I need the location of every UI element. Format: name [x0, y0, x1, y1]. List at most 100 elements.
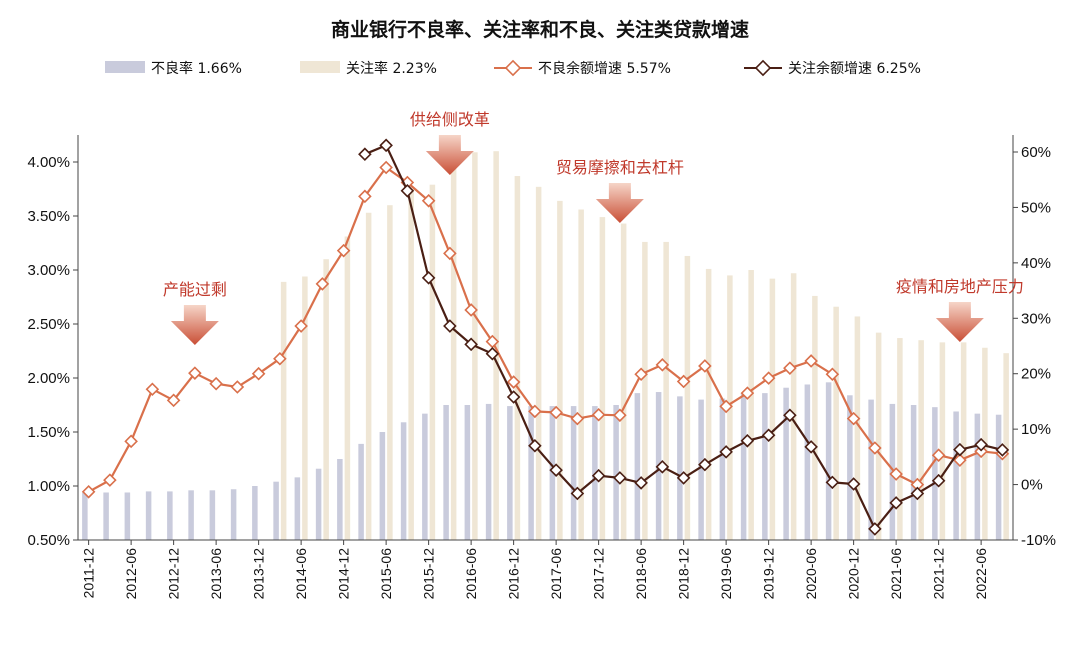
- npl-ratio-bar: [995, 414, 1002, 540]
- x-tick-label: 2017-06: [548, 548, 564, 600]
- right-tick-label: 20%: [1021, 366, 1051, 383]
- x-tick-label: 2019-06: [718, 548, 734, 600]
- sm-ratio-bar: [812, 295, 818, 540]
- sm-growth-point: [655, 460, 670, 474]
- sm-growth-point: [995, 443, 1010, 457]
- npl-growth-point: [124, 434, 138, 449]
- npl-ratio-bar: [762, 393, 768, 540]
- npl-ratio-bar: [698, 399, 704, 540]
- npl-ratio-bar: [230, 489, 237, 540]
- x-tick-label: 2012-06: [123, 548, 139, 600]
- sm-ratio-bar: [897, 338, 903, 540]
- legend-label-4: 关注余额增速 6.25%: [788, 60, 921, 77]
- sm-ratio-bar: [790, 273, 797, 540]
- x-tick-label: 2016-12: [506, 548, 522, 600]
- sm-growth-point: [443, 319, 457, 333]
- npl-ratio-bar: [209, 490, 216, 540]
- npl-growth-point: [761, 371, 776, 385]
- sm-growth-point: [591, 468, 606, 483]
- npl-growth-point: [825, 367, 840, 382]
- npl-growth-point: [230, 380, 245, 394]
- npl-growth-point: [591, 407, 606, 422]
- x-tick-label: 2022-06: [973, 548, 989, 600]
- npl-growth-point: [273, 351, 287, 366]
- legend-marker-4: [754, 59, 772, 77]
- sm-ratio-bar: [769, 278, 776, 540]
- left-tick-label: 2.50%: [27, 316, 70, 333]
- npl-ratio-bar: [783, 387, 789, 540]
- npl-ratio-bar: [634, 393, 641, 540]
- npl-ratio-bar: [124, 492, 131, 540]
- annotation-arrow-2: [425, 135, 474, 175]
- npl-growth-point: [251, 366, 266, 381]
- npl-growth-point: [719, 399, 733, 414]
- left-tick-label: 4.00%: [27, 154, 70, 171]
- npl-growth-point: [655, 358, 670, 372]
- x-tick-label: 2014-12: [336, 548, 352, 600]
- npl-ratio-bar: [932, 407, 938, 540]
- sm-growth-point: [358, 147, 372, 162]
- sm-growth-point: [931, 473, 946, 488]
- right-tick-label: 50%: [1021, 199, 1051, 216]
- npl-growth-point: [889, 467, 903, 481]
- sm-ratio-bar: [493, 151, 499, 540]
- npl-growth-point: [294, 319, 308, 333]
- sm-growth-point: [698, 457, 712, 472]
- npl-growth-point: [740, 386, 755, 400]
- x-tick-label: 2015-06: [378, 548, 394, 600]
- sm-ratio-bar: [684, 255, 691, 540]
- npl-growth-point: [698, 359, 712, 373]
- right-tick-label: 40%: [1021, 255, 1051, 272]
- npl-growth-point: [953, 453, 967, 467]
- npl-growth-point: [613, 408, 627, 423]
- npl-ratio-bar: [358, 443, 364, 540]
- npl-ratio-bar: [294, 477, 301, 540]
- sm-ratio-bar: [599, 217, 606, 540]
- npl-ratio-bar: [82, 492, 88, 540]
- npl-ratio-bar: [847, 395, 853, 540]
- npl-growth-point: [570, 411, 585, 426]
- npl-ratio-bar: [507, 406, 513, 540]
- sm-ratio-bar: [578, 209, 584, 540]
- sm-ratio-bar: [620, 223, 627, 540]
- x-tick-label: 2011-12: [81, 548, 97, 599]
- x-tick-label: 2013-12: [251, 548, 267, 600]
- npl-growth-point: [846, 411, 861, 426]
- right-tick-label: 0%: [1021, 477, 1043, 494]
- annotation-label-1: 产能过剩: [163, 280, 227, 299]
- npl-growth-point: [676, 374, 691, 389]
- sm-growth-point: [868, 522, 882, 536]
- npl-growth-point: [804, 354, 818, 368]
- legend-label-1: 不良率 1.66%: [151, 60, 242, 77]
- legend-swatch-2: [300, 61, 340, 73]
- x-tick-label: 2020-06: [803, 548, 819, 600]
- sm-ratio-bar: [514, 176, 521, 541]
- npl-growth-point: [336, 243, 351, 258]
- right-tick-label: 10%: [1021, 421, 1051, 438]
- sm-ratio-bar: [833, 306, 839, 540]
- sm-growth-point: [804, 440, 818, 454]
- x-tick-label: 2018-12: [676, 548, 692, 600]
- npl-growth-point: [506, 375, 521, 389]
- x-tick-label: 2013-06: [208, 548, 224, 600]
- right-tick-label: 60%: [1021, 144, 1051, 161]
- npl-growth-point: [549, 405, 563, 420]
- npl-ratio-bar: [167, 491, 173, 540]
- sm-growth-point: [464, 337, 478, 352]
- sm-ratio-bar: [387, 205, 393, 540]
- sm-ratio-bar: [408, 189, 414, 540]
- npl-growth-point: [783, 361, 797, 375]
- sm-growth-point: [719, 445, 733, 459]
- sm-growth-point: [506, 390, 521, 404]
- sm-ratio-bar: [344, 236, 351, 540]
- x-tick-label: 2016-06: [463, 548, 479, 600]
- sm-ratio-bar: [302, 276, 308, 540]
- npl-growth-point: [188, 366, 202, 380]
- legend-swatch-1: [105, 61, 145, 73]
- npl-ratio-bar: [910, 405, 917, 540]
- annotation-arrow-4: [935, 302, 984, 342]
- npl-growth-point: [931, 448, 946, 462]
- sm-growth-point: [825, 475, 840, 490]
- sm-ratio-bar: [854, 316, 861, 540]
